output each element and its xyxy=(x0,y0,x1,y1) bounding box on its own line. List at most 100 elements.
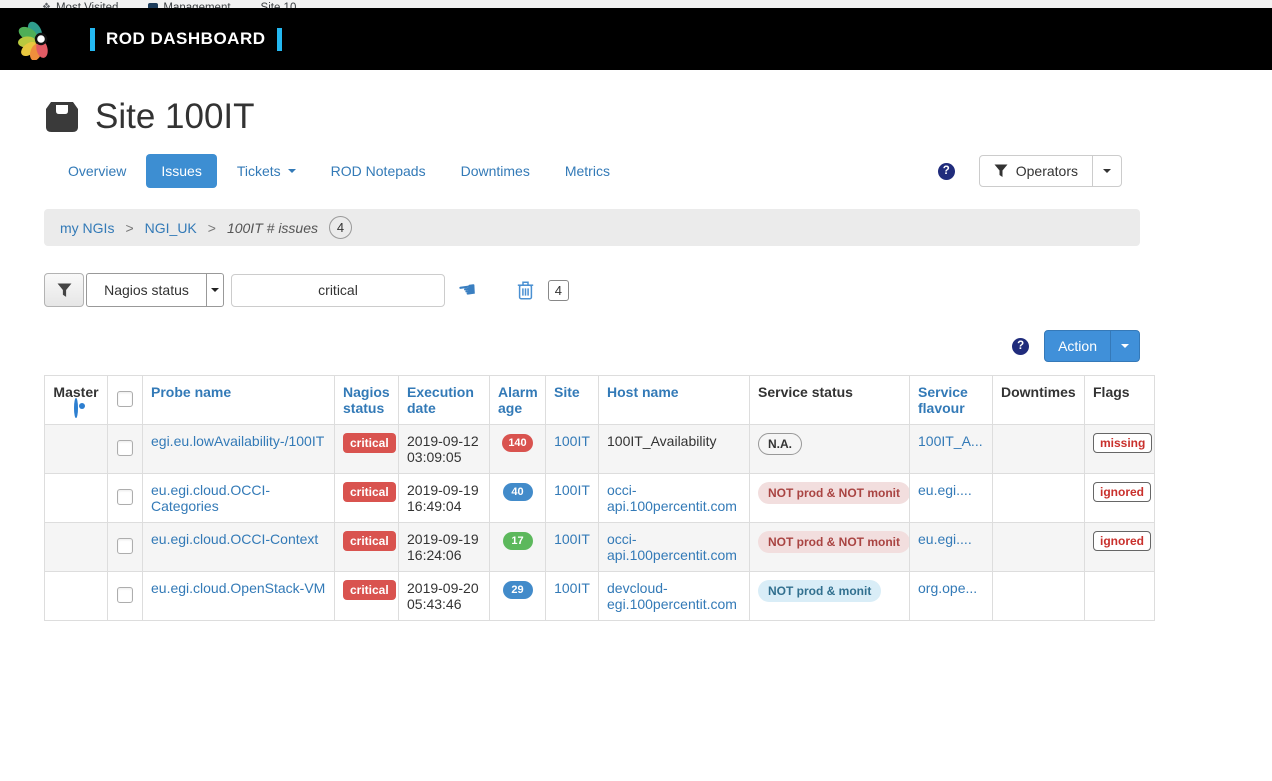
service-flavour-link[interactable]: eu.egi.... xyxy=(918,482,972,498)
tab-rod-notepads[interactable]: ROD Notepads xyxy=(316,154,441,188)
row-checkbox[interactable] xyxy=(117,537,133,554)
execution-date-cell: 2019-09-12 03:09:05 xyxy=(398,424,490,474)
tab-tickets[interactable]: Tickets xyxy=(222,154,311,188)
brand: ROD DASHBOARD xyxy=(90,27,282,51)
help-icon[interactable]: ? xyxy=(937,162,955,180)
col-execution-date: Execution date xyxy=(398,375,490,425)
col-service-status: Service status xyxy=(749,375,910,425)
service-status-cell: N.A. xyxy=(749,424,910,474)
filter-value-input[interactable] xyxy=(231,273,445,307)
page-title-row: Site 100IT xyxy=(44,97,1154,137)
sort-probe-name[interactable]: Probe name xyxy=(151,384,232,400)
master-radio[interactable] xyxy=(74,398,78,418)
service-status-cell: NOT prod & monit xyxy=(749,571,910,621)
probe-link[interactable]: egi.eu.lowAvailability-/100IT xyxy=(151,433,325,449)
tab-downtimes[interactable]: Downtimes xyxy=(446,154,545,188)
operators-caret-button[interactable] xyxy=(1092,155,1122,187)
nagios-cell: critical xyxy=(334,522,399,572)
service-status-pill: N.A. xyxy=(758,433,802,455)
service-flavour-cell: eu.egi.... xyxy=(909,473,993,523)
master-cell xyxy=(44,424,108,474)
service-flavour-cell: eu.egi.... xyxy=(909,522,993,572)
flag-badge: missing xyxy=(1093,433,1153,453)
bookmark-most-visited[interactable]: ❖ Most Visited xyxy=(42,0,118,8)
rod-logo-icon[interactable] xyxy=(14,18,56,60)
nagios-status-badge: critical xyxy=(343,433,396,453)
site-cell: 100IT xyxy=(545,473,599,523)
operators-button[interactable]: Operators xyxy=(978,155,1093,187)
alarm-age-pill: 140 xyxy=(502,434,533,452)
apply-filter-hand-icon[interactable]: ☚ xyxy=(456,277,479,303)
host-cell: 100IT_Availability xyxy=(598,424,750,474)
col-service-status-label: Service status xyxy=(758,384,853,400)
probe-link[interactable]: eu.egi.cloud.OCCI-Categories xyxy=(151,482,271,514)
sort-nagios-status[interactable]: Nagios status xyxy=(343,384,390,416)
site-inbox-icon xyxy=(46,101,78,132)
flags-cell: ignored xyxy=(1084,473,1155,523)
bookmark-site[interactable]: Site 10... xyxy=(261,0,306,8)
site-link[interactable]: 100IT xyxy=(554,580,590,596)
site-link[interactable]: 100IT xyxy=(554,531,590,547)
col-host-name: Host name xyxy=(598,375,750,425)
col-site: Site xyxy=(545,375,599,425)
tab-overview[interactable]: Overview xyxy=(53,154,141,188)
breadcrumb-ngi-uk-link[interactable]: NGI_UK xyxy=(144,219,197,236)
row-checkbox[interactable] xyxy=(117,488,133,505)
row-checkbox[interactable] xyxy=(117,439,133,456)
operators-split-button: Operators xyxy=(978,155,1122,187)
filter-button[interactable] xyxy=(44,273,84,307)
site-link[interactable]: 100IT xyxy=(554,433,590,449)
trash-icon xyxy=(517,281,534,299)
select-cell xyxy=(107,424,143,474)
app-header: ROD DASHBOARD xyxy=(0,8,1272,70)
flag-badge: ignored xyxy=(1093,482,1151,502)
sort-site[interactable]: Site xyxy=(554,384,580,400)
nagios-cell: critical xyxy=(334,424,399,474)
host-link[interactable]: occi-api.100percentit.com xyxy=(607,482,737,514)
filter-field-select[interactable]: Nagios status xyxy=(86,273,224,307)
execution-date-cell: 2019-09-20 05:43:46 xyxy=(398,571,490,621)
action-button[interactable]: Action xyxy=(1044,330,1111,362)
service-flavour-link[interactable]: eu.egi.... xyxy=(918,531,972,547)
site-cell: 100IT xyxy=(545,522,599,572)
select-all-checkbox[interactable] xyxy=(117,390,133,407)
flags-cell: missing xyxy=(1084,424,1155,474)
probe-link[interactable]: eu.egi.cloud.OCCI-Context xyxy=(151,531,319,547)
brand-bar-left xyxy=(90,27,95,51)
row-checkbox[interactable] xyxy=(117,586,133,603)
probe-link[interactable]: eu.egi.cloud.OpenStack-VM xyxy=(151,580,326,596)
sort-execution-date[interactable]: Execution date xyxy=(407,384,474,416)
host-link[interactable]: occi-api.100percentit.com xyxy=(607,531,737,563)
action-label: Action xyxy=(1058,338,1097,354)
host-link[interactable]: devcloud-egi.100percentit.com xyxy=(607,580,737,612)
service-flavour-link[interactable]: org.ope... xyxy=(918,580,978,596)
tab-metrics[interactable]: Metrics xyxy=(550,154,625,188)
help-icon[interactable]: ? xyxy=(1012,337,1030,355)
breadcrumb-current: 100IT # issues xyxy=(226,219,319,236)
downtimes-cell xyxy=(992,571,1085,621)
nagios-cell: critical xyxy=(334,473,399,523)
tab-label: Overview xyxy=(68,163,127,179)
management-favicon-icon xyxy=(148,3,159,8)
alarm-age-pill: 29 xyxy=(502,581,533,599)
sort-host-name[interactable]: Host name xyxy=(607,384,679,400)
clear-filter-button[interactable] xyxy=(517,281,534,300)
site-cell: 100IT xyxy=(545,571,599,621)
flag-badge: ignored xyxy=(1093,531,1151,551)
table-row: eu.egi.cloud.OpenStack-VM critical 2019-… xyxy=(44,571,1155,621)
bookmark-management[interactable]: Management xyxy=(148,0,231,8)
most-visited-icon: ❖ xyxy=(42,2,51,8)
tab-label: Tickets xyxy=(236,163,281,179)
alarm-age-cell: 29 xyxy=(489,571,546,621)
sort-service-flavour[interactable]: Service flavour xyxy=(918,384,968,416)
action-caret-button[interactable] xyxy=(1110,330,1140,362)
tab-issues[interactable]: Issues xyxy=(146,154,217,188)
probe-cell: eu.egi.cloud.OCCI-Context xyxy=(142,522,335,572)
probe-cell: egi.eu.lowAvailability-/100IT xyxy=(142,424,335,474)
breadcrumb-my-ngis-link[interactable]: my NGIs xyxy=(60,219,115,236)
site-link[interactable]: 100IT xyxy=(554,482,590,498)
sort-alarm-age[interactable]: Alarm age xyxy=(498,384,538,416)
page-title: Site 100IT xyxy=(95,97,255,136)
chevron-down-icon xyxy=(211,288,219,292)
service-flavour-link[interactable]: 100IT_A... xyxy=(918,433,983,449)
